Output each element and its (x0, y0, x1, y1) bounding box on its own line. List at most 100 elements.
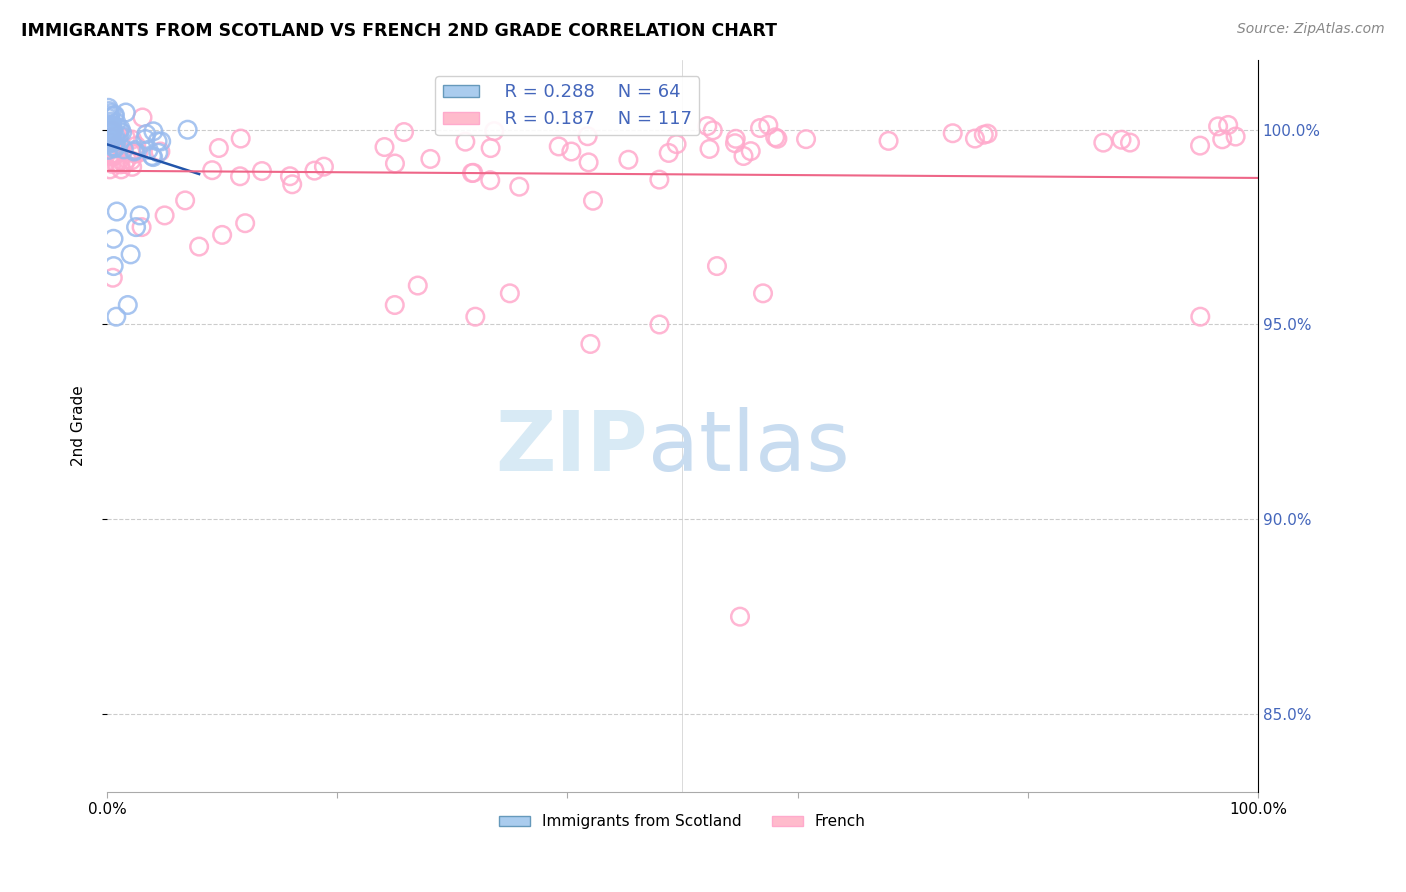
Point (229, 131, 252, 145)
Point (98, 126, 121, 140)
Point (101, 123, 124, 137)
Point (105, 156, 128, 170)
Point (114, 157, 136, 171)
Point (146, 134, 169, 148)
Point (122, 145, 145, 159)
Point (1225, 129, 1247, 144)
Point (942, 126, 965, 140)
Point (104, 129, 127, 144)
Point (463, 166, 485, 180)
Point (108, 128, 131, 142)
Point (120, 153, 142, 168)
Point (150, 134, 173, 148)
Point (97, 120, 120, 135)
Legend: Immigrants from Scotland, French: Immigrants from Scotland, French (494, 808, 872, 836)
Point (111, 126, 134, 140)
Point (1111, 133, 1133, 147)
Point (135, 127, 157, 141)
Point (108, 136, 131, 150)
Point (97, 143, 120, 157)
Point (733, 149, 755, 163)
Point (98, 125, 121, 139)
Point (97, 124, 120, 138)
Point (1189, 310, 1212, 324)
Point (104, 108, 127, 122)
Point (1206, 120, 1229, 134)
Point (211, 227, 233, 242)
Point (134, 132, 156, 146)
Point (752, 286, 775, 301)
Point (100, 131, 122, 145)
Point (479, 141, 502, 155)
Point (419, 152, 441, 166)
Point (406, 278, 429, 293)
Point (749, 121, 772, 136)
Point (98, 126, 121, 140)
Point (103, 108, 125, 122)
Point (98, 124, 121, 138)
Point (142, 150, 165, 164)
Point (100, 126, 122, 140)
Point (120, 145, 142, 159)
Point (125, 220, 148, 235)
Point (101, 131, 124, 145)
Point (1189, 138, 1212, 153)
Point (963, 131, 986, 145)
Point (582, 194, 605, 208)
Point (97, 111, 120, 125)
Point (103, 139, 125, 153)
Point (125, 138, 148, 153)
Point (724, 132, 747, 146)
Point (976, 127, 998, 141)
Point (105, 204, 128, 219)
Point (98, 134, 121, 148)
Point (706, 259, 728, 273)
Point (101, 124, 124, 138)
Point (479, 173, 502, 187)
Point (115, 130, 138, 145)
Point (101, 126, 124, 140)
Point (658, 145, 681, 160)
Point (117, 298, 139, 312)
Point (98, 117, 121, 131)
Point (141, 149, 163, 163)
Point (153, 209, 176, 223)
Point (281, 178, 304, 192)
Point (98, 109, 121, 123)
Point (104, 156, 127, 170)
Point (617, 153, 640, 167)
Point (98, 141, 121, 155)
Point (100, 133, 122, 147)
Point (794, 132, 817, 146)
Point (105, 134, 128, 148)
Point (114, 105, 136, 120)
Point (229, 169, 252, 184)
Point (121, 160, 143, 174)
Point (201, 163, 224, 178)
Point (373, 140, 395, 154)
Text: IMMIGRANTS FROM SCOTLAND VS FRENCH 2ND GRADE CORRELATION CHART: IMMIGRANTS FROM SCOTLAND VS FRENCH 2ND G… (21, 22, 778, 40)
Point (100, 135, 122, 149)
Point (131, 220, 153, 235)
Point (101, 121, 124, 136)
Point (101, 124, 124, 138)
Point (100, 131, 122, 145)
Point (121, 133, 143, 147)
Point (98, 120, 121, 134)
Point (547, 139, 569, 153)
Point (100, 120, 122, 135)
Point (142, 124, 165, 138)
Point (699, 142, 721, 156)
Point (107, 128, 129, 143)
Point (120, 247, 142, 261)
Y-axis label: 2nd Grade: 2nd Grade (72, 385, 86, 467)
Point (392, 125, 415, 139)
Point (766, 132, 789, 146)
Point (124, 146, 146, 161)
Point (105, 310, 128, 324)
Point (740, 144, 762, 158)
Text: atlas: atlas (648, 408, 849, 488)
Point (110, 157, 132, 171)
Point (877, 134, 900, 148)
Point (104, 141, 127, 155)
